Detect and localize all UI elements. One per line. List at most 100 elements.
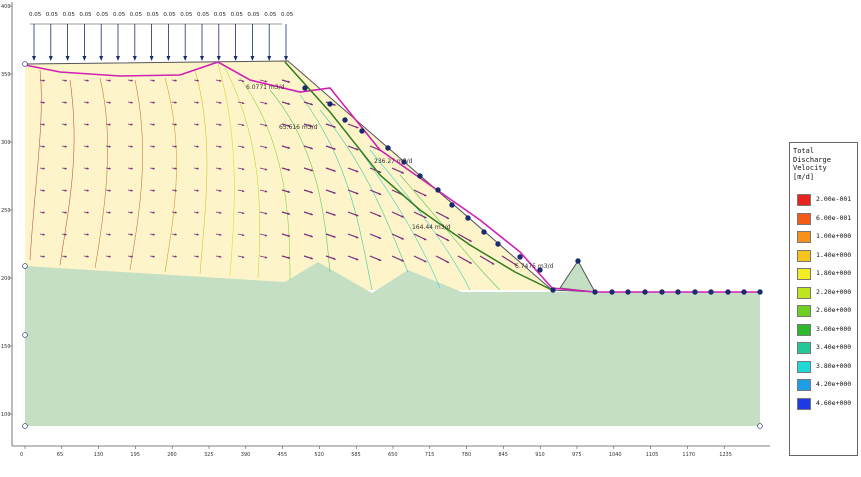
- load-value: 0.05: [63, 12, 76, 18]
- x-tick-label: 0: [20, 452, 23, 458]
- legend-item: 2.60e+000: [795, 302, 855, 319]
- contour-line: [194, 69, 208, 275]
- flow-vector: [237, 167, 245, 171]
- boundary-nodes: [22, 61, 763, 429]
- y-tick-label: 350: [1, 72, 11, 78]
- load-arrow: 0.05: [264, 12, 277, 61]
- legend-label: 6.00e-001: [816, 213, 852, 222]
- velocity-contours: [29, 63, 501, 291]
- node: [465, 215, 471, 221]
- load-arrow: 0.05: [214, 12, 227, 61]
- flow-vector: [193, 255, 199, 258]
- flow-vector: [127, 233, 133, 236]
- node: [22, 423, 28, 429]
- legend-label: 3.40e+000: [816, 343, 852, 351]
- flow-vector: [237, 101, 245, 105]
- legend-item: 6.00e-001: [795, 210, 855, 227]
- node: [22, 332, 28, 338]
- x-tick-label: 260: [167, 452, 177, 458]
- flow-vector: [413, 255, 427, 263]
- load-arrow: 0.05: [147, 12, 159, 61]
- contour-line: [269, 89, 331, 273]
- legend-label: 3.00e+000: [816, 324, 852, 333]
- flow-vector: [171, 189, 177, 192]
- flow-vector: [413, 211, 427, 219]
- load-arrow: 0.05: [180, 12, 193, 61]
- load-value: 0.05: [231, 12, 244, 18]
- flow-vector: [303, 211, 314, 216]
- node: [675, 289, 681, 295]
- flow-vector: [105, 145, 111, 148]
- x-tick-label: 390: [241, 452, 251, 458]
- flow-vector: [303, 167, 314, 172]
- surface-load-arrows: 0.05 0.05 0.05 0.05 0.05 0.05 0.05 0.05 0.05 0.05…: [29, 12, 294, 61]
- flux-label: 236.27 m3/d: [374, 158, 413, 165]
- x-tick-label: 910: [535, 452, 545, 458]
- contour-line: [59, 79, 75, 266]
- flow-vector: [105, 167, 111, 170]
- contour-line: [224, 67, 261, 279]
- flow-vector: [39, 211, 45, 214]
- load-arrow: 0.05: [63, 12, 76, 61]
- legend-item: 2.20e+000: [795, 284, 855, 301]
- flow-vector: [39, 101, 45, 104]
- flow-vector: [259, 145, 268, 149]
- node: [342, 117, 348, 123]
- flow-vector: [39, 145, 45, 148]
- node: [757, 423, 763, 429]
- flow-vector: [237, 211, 245, 215]
- node: [495, 241, 501, 247]
- y-tick-label: 150: [1, 344, 11, 350]
- flow-vector: [193, 167, 199, 170]
- flow-vector: [215, 145, 222, 148]
- flow-vector: [171, 123, 177, 126]
- flow-vector: [193, 233, 199, 236]
- flow-vector: [281, 79, 291, 83]
- flow-vector: [369, 189, 382, 196]
- flow-vector: [237, 233, 245, 237]
- legend-label: 2.20e+000: [816, 287, 852, 296]
- legend-label: 1.80e+000: [816, 269, 852, 277]
- phreatic-line: [24, 61, 760, 293]
- node: [537, 267, 543, 273]
- flow-vector: [237, 145, 245, 149]
- contour-line: [129, 79, 143, 271]
- flow-vector: [391, 211, 405, 218]
- node: [692, 289, 698, 295]
- node: [517, 254, 523, 260]
- y-tick-label: 100: [1, 412, 11, 418]
- flow-vector: [325, 255, 336, 260]
- legend-item: 4.20e+000: [795, 376, 855, 393]
- flow-vector: [259, 211, 268, 215]
- legend-swatch: [797, 305, 811, 317]
- flow-vector: [259, 189, 268, 193]
- y-tick-label: 400: [1, 4, 11, 10]
- flow-vector: [369, 211, 382, 218]
- legend-swatch: [797, 212, 811, 225]
- flow-vector: [127, 145, 133, 148]
- node: [609, 289, 615, 295]
- flow-vector: [237, 123, 245, 127]
- flow-vector: [171, 167, 177, 170]
- y-tick-label: 300: [1, 140, 11, 146]
- toe-mound: [559, 260, 596, 293]
- flow-vector: [391, 233, 405, 240]
- flow-vector: [127, 255, 133, 258]
- x-tick-label: 130: [94, 452, 104, 458]
- flow-vector: [83, 101, 89, 104]
- load-arrow: 0.05: [113, 12, 126, 61]
- legend-swatch: [797, 194, 811, 206]
- flow-vector: [369, 233, 382, 240]
- x-tick-label: 195: [130, 452, 140, 458]
- load-arrow: 0.05: [46, 12, 59, 61]
- flow-vector: [39, 189, 45, 192]
- unsaturated-zone: [25, 61, 552, 290]
- y-tick-label: 250: [1, 208, 11, 214]
- x-tick-label: 455: [278, 452, 288, 458]
- flow-vector: [281, 189, 291, 193]
- flow-vector: [303, 255, 314, 260]
- flow-vector: [61, 101, 67, 104]
- flow-vector: [215, 255, 222, 258]
- flow-vector: [281, 211, 291, 215]
